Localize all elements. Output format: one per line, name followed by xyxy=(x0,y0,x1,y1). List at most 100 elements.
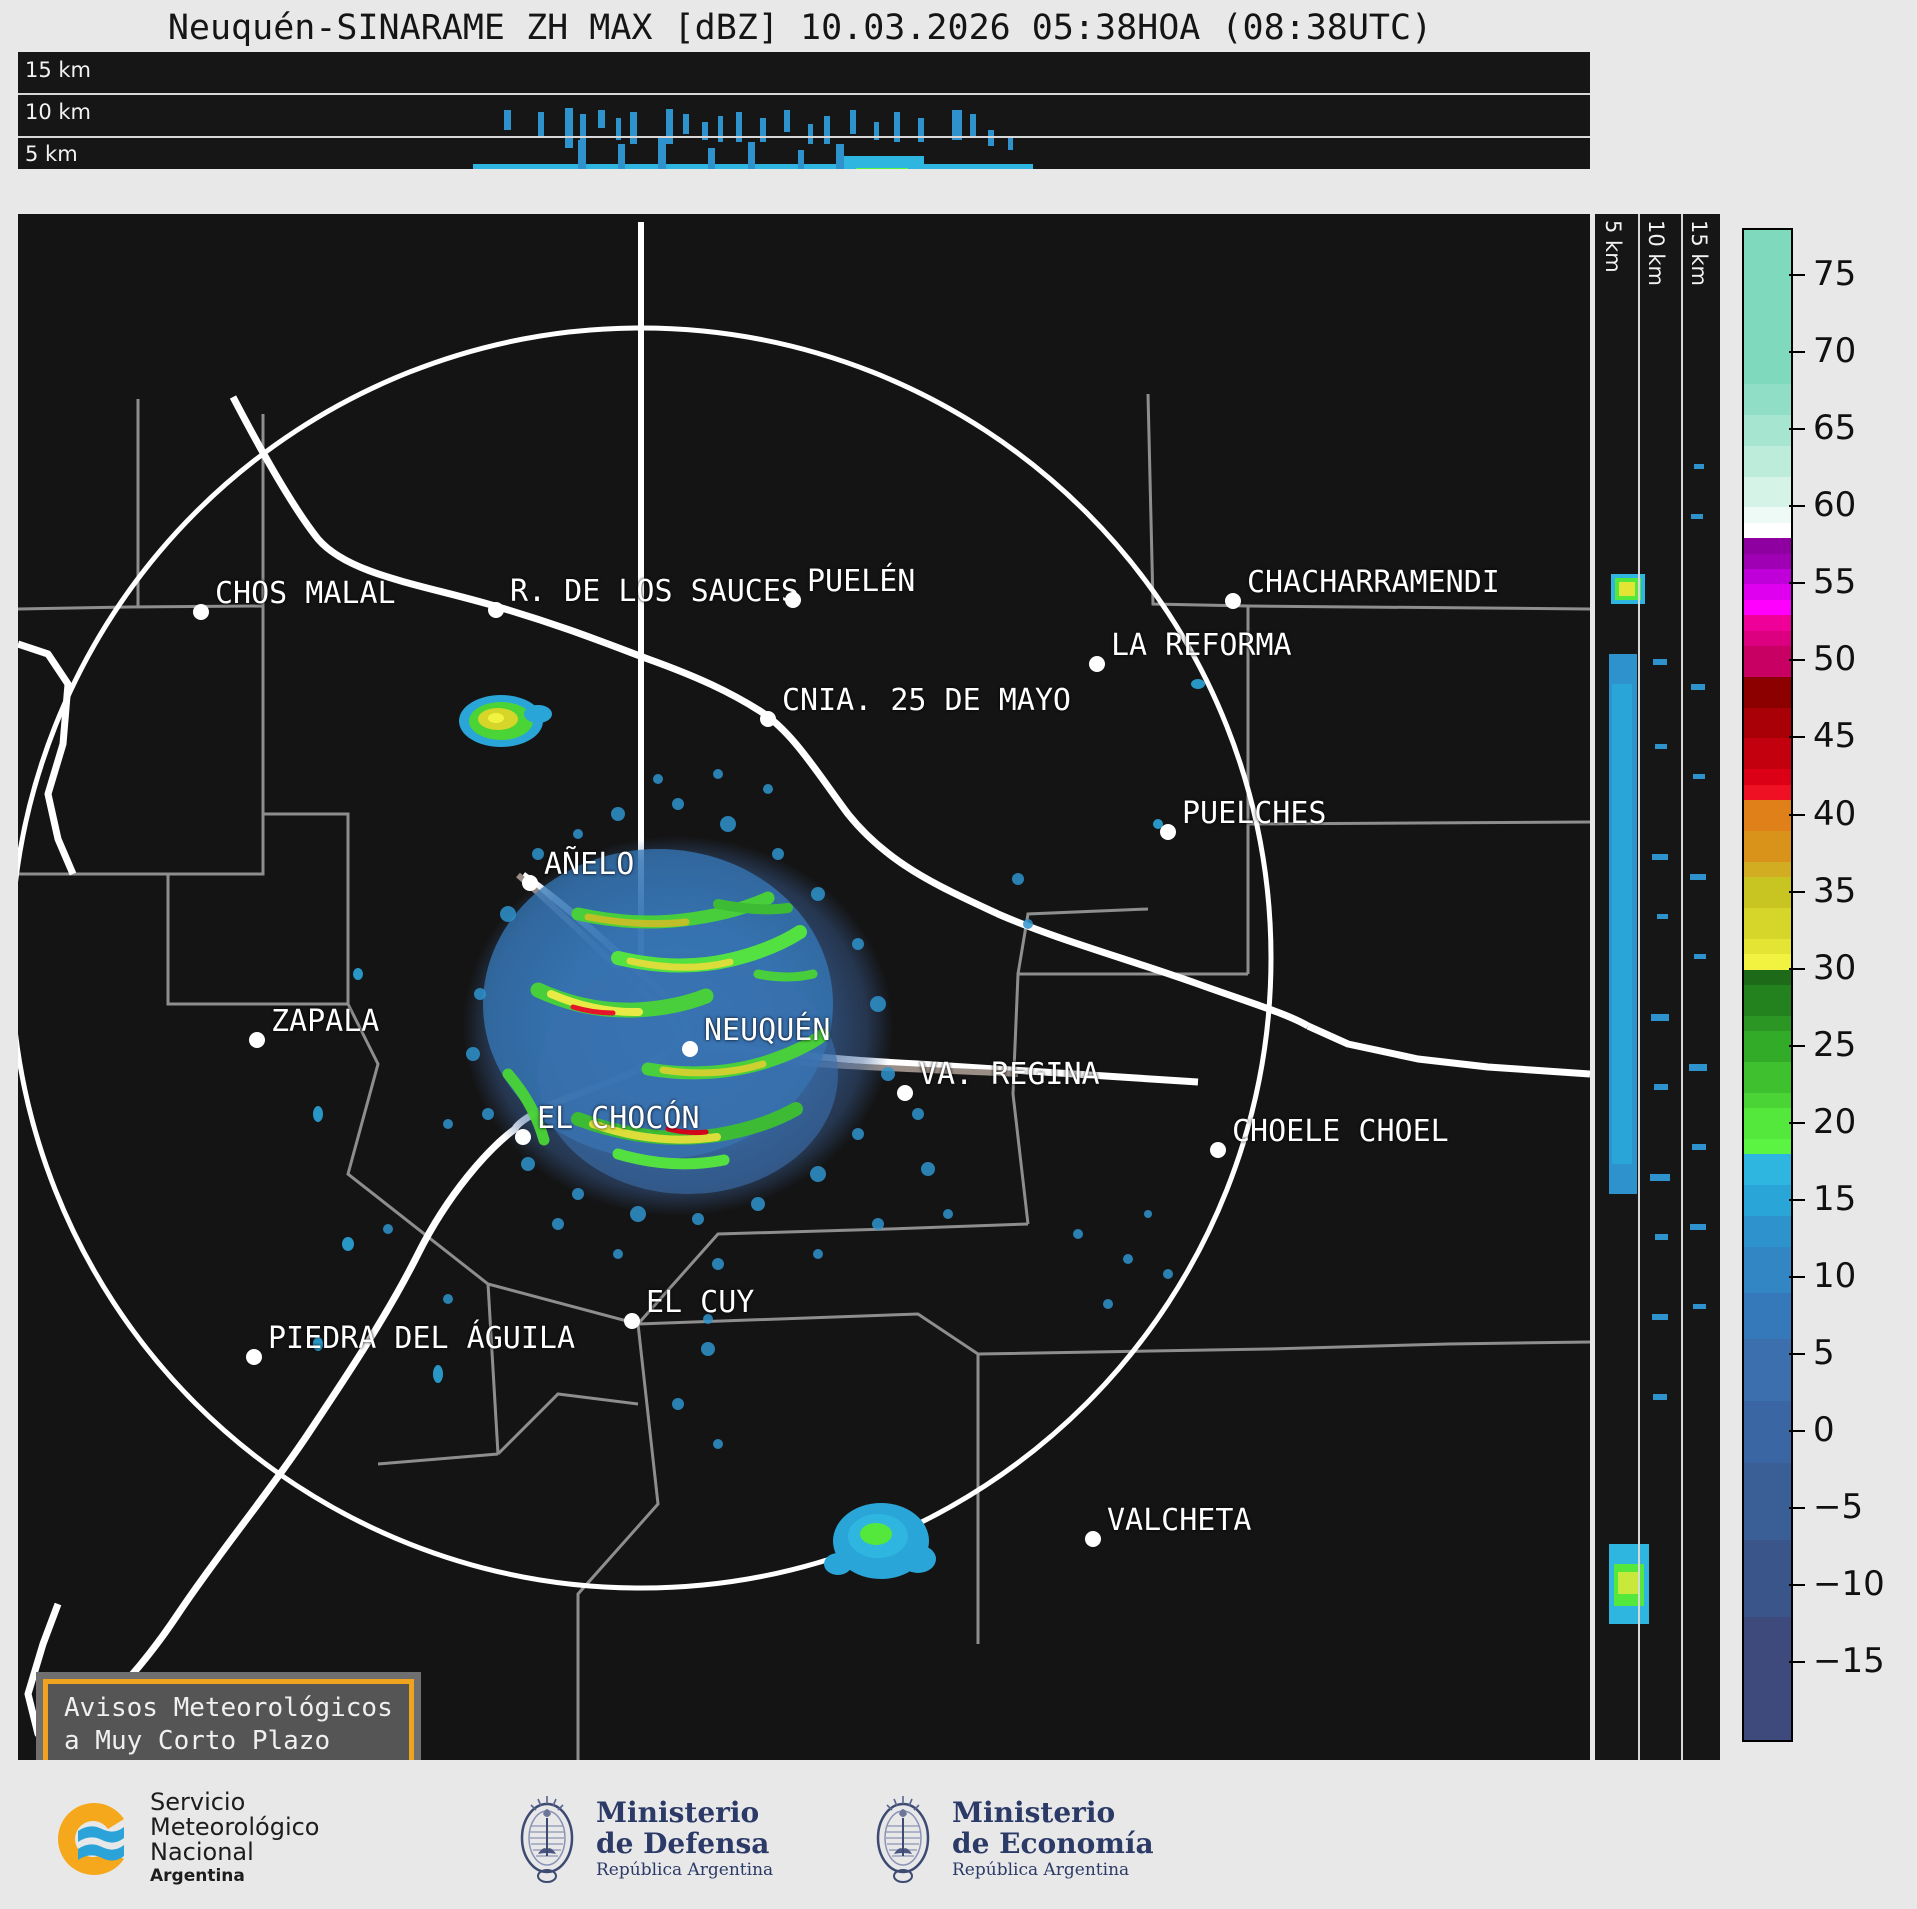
city-dot xyxy=(1210,1142,1226,1158)
cross-section-top-panel: 15 km 10 km 5 km xyxy=(18,52,1590,169)
colorbar-tick-label: 50 xyxy=(1813,639,1857,680)
smn-logo-icon xyxy=(52,1797,136,1881)
city-dot xyxy=(1225,593,1241,609)
colorbar-segment xyxy=(1744,584,1791,600)
city-label: PUELCHES xyxy=(1182,796,1327,831)
colorbar-tick-label: 60 xyxy=(1813,485,1857,526)
colorbar-tick-label: 0 xyxy=(1813,1409,1835,1450)
colorbar-tick-label: −15 xyxy=(1813,1640,1885,1681)
city-label: CHACHARRAMENDI xyxy=(1247,565,1500,600)
colorbar-segment xyxy=(1744,1339,1791,1401)
colorbar-segment xyxy=(1744,538,1791,554)
city-label: EL CUY xyxy=(646,1285,755,1320)
colorbar-segment xyxy=(1744,907,1791,939)
city-label: LA REFORMA xyxy=(1111,628,1292,663)
colorbar-tick xyxy=(1789,582,1805,585)
colorbar-segment xyxy=(1744,384,1791,415)
city-label: CHOELE CHOEL xyxy=(1232,1114,1449,1149)
city-dot xyxy=(193,604,209,620)
colorbar-segment xyxy=(1744,1015,1791,1032)
city-label: VA. REGINA xyxy=(919,1057,1100,1092)
city-label: CHOS MALAL xyxy=(215,576,396,611)
colorbar-segment xyxy=(1744,646,1791,677)
logo-ministerio-economia: Ministerio de Economía República Argenti… xyxy=(866,1788,1154,1890)
colorbar-tick-label: 55 xyxy=(1813,562,1857,603)
colorbar-tick xyxy=(1789,1506,1805,1509)
colorbar-segment xyxy=(1744,1185,1791,1217)
colorbar-segment xyxy=(1744,784,1791,801)
colorbar-tick-label: −5 xyxy=(1813,1486,1864,1527)
colorbar-segment xyxy=(1744,476,1791,508)
colorbar-segment xyxy=(1744,707,1791,739)
colorbar-segment xyxy=(1744,230,1791,354)
colorbar-tick-label: 5 xyxy=(1813,1332,1835,1373)
colorbar-tick-label: 10 xyxy=(1813,1255,1857,1296)
colorbar-tick xyxy=(1789,736,1805,739)
colorbar-segment xyxy=(1744,861,1791,878)
echo-cell-north xyxy=(459,695,552,747)
vpanel-divider-10km xyxy=(1681,214,1683,1760)
footer-logos: Servicio Meteorológico Nacional Argentin… xyxy=(0,1768,1917,1909)
defensa-line-2: de Defensa xyxy=(596,1827,770,1860)
colorbar-tick-label: 75 xyxy=(1813,254,1857,295)
colorbar-segment xyxy=(1744,1092,1791,1109)
colorbar-segment xyxy=(1744,1216,1791,1247)
colorbar-tick-label: 70 xyxy=(1813,331,1857,372)
page-title: Neuquén-SINARAME ZH MAX [dBZ] 10.03.2026… xyxy=(167,8,1433,48)
city-dot xyxy=(760,711,776,727)
city-dot xyxy=(246,1349,262,1365)
defensa-sub: República Argentina xyxy=(596,1860,774,1880)
logo-smn: Servicio Meteorológico Nacional Argentin… xyxy=(52,1790,320,1887)
colorbar-tick-label: 40 xyxy=(1813,793,1857,834)
colorbar-tick xyxy=(1789,351,1805,354)
colorbar-segment xyxy=(1744,522,1791,539)
colorbar-segment xyxy=(1744,877,1791,908)
colorbar-tick xyxy=(1789,274,1805,277)
logo-ministerio-defensa: Ministerio de Defensa República Argentin… xyxy=(510,1788,773,1890)
colorbar-segment xyxy=(1744,1616,1791,1740)
vpanel-divider-5km xyxy=(1638,214,1640,1760)
colorbar-segment xyxy=(1744,1246,1791,1294)
city-label: AÑELO xyxy=(544,847,635,882)
colorbar-tick xyxy=(1789,813,1805,816)
colorbar-segment xyxy=(1744,769,1791,785)
xsec-label-15km: 15 km xyxy=(25,58,92,82)
cross-section-right-echoes xyxy=(1609,464,1707,1624)
ministerio-defensa-text: Ministerio de Defensa República Argentin… xyxy=(596,1797,773,1881)
colorbar-segment xyxy=(1744,414,1791,446)
city-label: PIEDRA DEL ÁGUILA xyxy=(268,1321,576,1356)
vpanel-label-15km: 15 km xyxy=(1687,220,1711,287)
colorbar-tick xyxy=(1789,1352,1805,1355)
colorbar-segment xyxy=(1744,353,1791,385)
colorbar-tick xyxy=(1789,1275,1805,1278)
city-label: PUELÉN xyxy=(807,564,916,599)
city-label: R. DE LOS SAUCES xyxy=(510,574,799,609)
colorbar-tick xyxy=(1789,659,1805,662)
colorbar-segment xyxy=(1744,507,1791,523)
colorbar-tick xyxy=(1789,1044,1805,1047)
smn-line-1: Servicio xyxy=(150,1788,246,1816)
colorbar-tick xyxy=(1789,967,1805,970)
warning-box[interactable]: Avisos Meteorológicos a Muy Corto Plazo xyxy=(36,1672,421,1760)
radar-map-graphics xyxy=(18,222,1590,1760)
xsec-label-5km: 5 km xyxy=(25,142,78,166)
colorbar-segment xyxy=(1744,938,1791,955)
xsec-label-10km: 10 km xyxy=(25,100,92,124)
radar-map-panel[interactable]: CHOS MALAL R. DE LOS SAUCES PUELÉN CHACH… xyxy=(18,214,1590,1760)
colorbar-segment xyxy=(1744,1462,1791,1540)
radar-echo-field xyxy=(313,679,1205,1579)
smn-line-3: Nacional xyxy=(150,1838,254,1866)
colorbar-segment xyxy=(1744,830,1791,862)
province-boundaries xyxy=(18,393,1590,1760)
city-label: VALCHETA xyxy=(1107,1503,1252,1538)
city-dot xyxy=(515,1129,531,1145)
colorbar-segment xyxy=(1744,1293,1791,1340)
colorbar-segment xyxy=(1744,615,1791,631)
warning-line-1: Avisos Meteorológicos xyxy=(64,1693,393,1723)
colorbar-segment xyxy=(1744,1108,1791,1140)
city-dot xyxy=(522,875,538,891)
ministerio-economia-text: Ministerio de Economía República Argenti… xyxy=(952,1797,1154,1881)
colorbar-segment xyxy=(1744,445,1791,477)
dbz-colorbar-ticks: 75 70 65 60 55 50 45 40 35 30 25 20 15 10 5 0 −5 −10 −15 xyxy=(1789,228,1909,1738)
colorbar-segment xyxy=(1744,1539,1791,1617)
